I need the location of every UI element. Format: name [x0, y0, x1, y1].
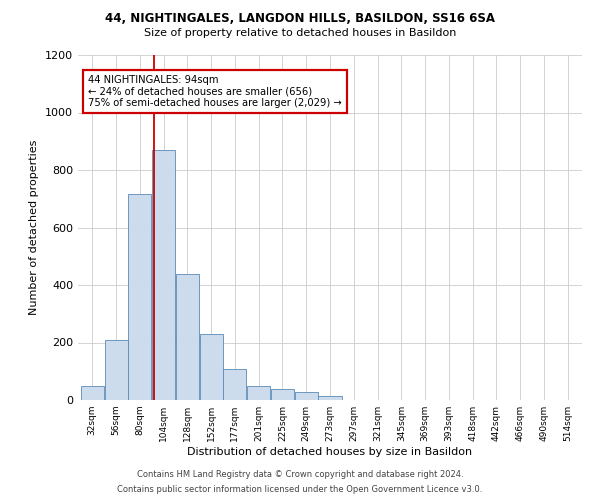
- Bar: [223, 369, 247, 400]
- Bar: [200, 334, 223, 400]
- Bar: [247, 386, 270, 400]
- Text: 44, NIGHTINGALES, LANGDON HILLS, BASILDON, SS16 6SA: 44, NIGHTINGALES, LANGDON HILLS, BASILDO…: [105, 12, 495, 26]
- Text: Size of property relative to detached houses in Basildon: Size of property relative to detached ho…: [144, 28, 456, 38]
- Bar: [271, 389, 294, 400]
- X-axis label: Distribution of detached houses by size in Basildon: Distribution of detached houses by size …: [187, 447, 473, 457]
- Text: Contains public sector information licensed under the Open Government Licence v3: Contains public sector information licen…: [118, 485, 482, 494]
- Bar: [104, 340, 128, 400]
- Bar: [81, 386, 104, 400]
- Bar: [128, 194, 151, 400]
- Bar: [319, 396, 341, 400]
- Text: 44 NIGHTINGALES: 94sqm
← 24% of detached houses are smaller (656)
75% of semi-de: 44 NIGHTINGALES: 94sqm ← 24% of detached…: [88, 75, 342, 108]
- Y-axis label: Number of detached properties: Number of detached properties: [29, 140, 40, 315]
- Bar: [176, 274, 199, 400]
- Bar: [295, 392, 318, 400]
- Bar: [152, 150, 175, 400]
- Text: Contains HM Land Registry data © Crown copyright and database right 2024.: Contains HM Land Registry data © Crown c…: [137, 470, 463, 479]
